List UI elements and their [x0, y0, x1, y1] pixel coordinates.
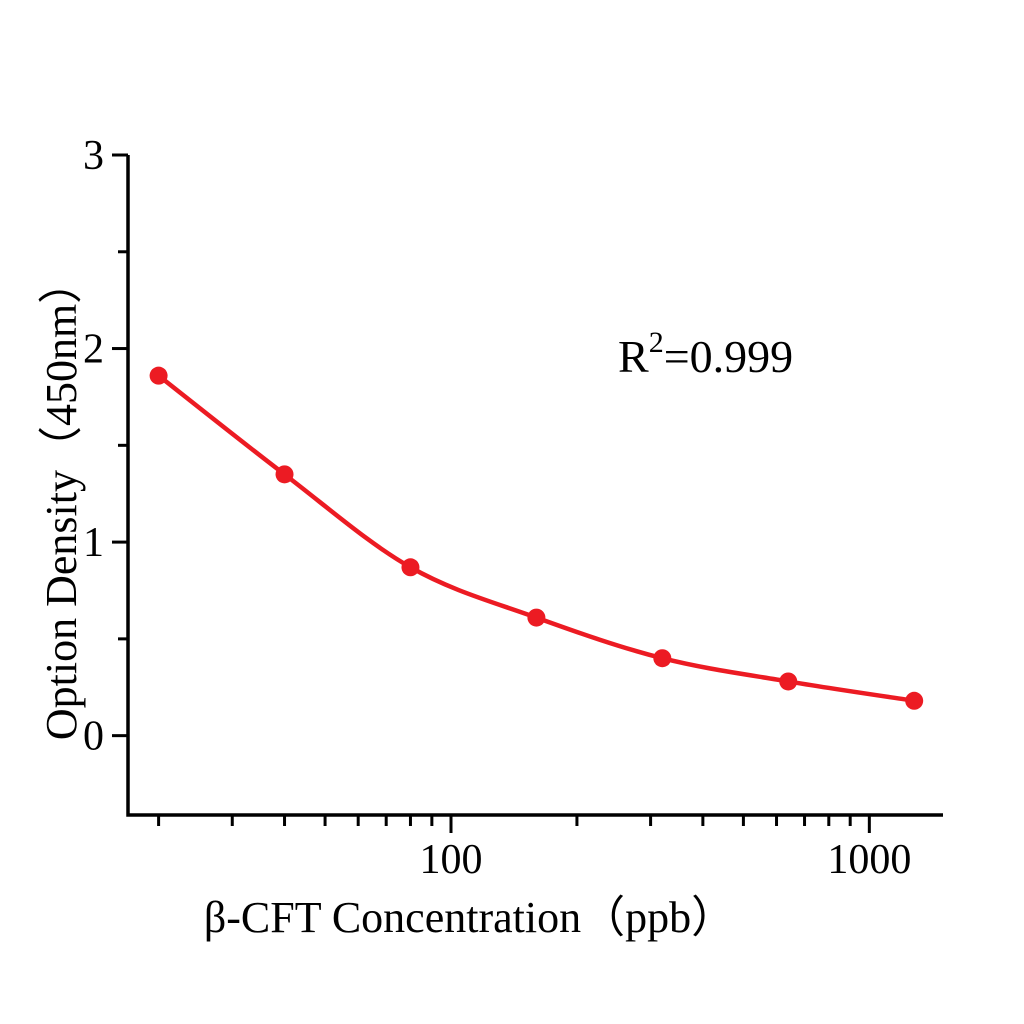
- x-axis-title: β-CFT Concentration（ppb）: [204, 893, 735, 942]
- y-tick-label: 2: [83, 327, 104, 373]
- r-squared-annotation: R2=0.999: [618, 326, 793, 382]
- x-tick-label: 1000: [827, 837, 911, 883]
- data-point: [905, 691, 924, 710]
- data-point: [401, 558, 420, 577]
- data-point: [275, 465, 294, 484]
- y-tick-label: 0: [83, 714, 104, 760]
- axes-spines: [126, 155, 943, 817]
- x-tick-label: 100: [420, 837, 483, 883]
- data-point: [653, 649, 672, 668]
- data-point: [779, 672, 798, 691]
- data-point: [149, 366, 168, 385]
- standard-curve-line: [156, 373, 917, 704]
- y-axis-title: Option Density（450nm）: [37, 260, 86, 740]
- y-tick-label: 3: [83, 133, 104, 179]
- data-point: [527, 608, 546, 627]
- y-tick-label: 1: [83, 520, 104, 566]
